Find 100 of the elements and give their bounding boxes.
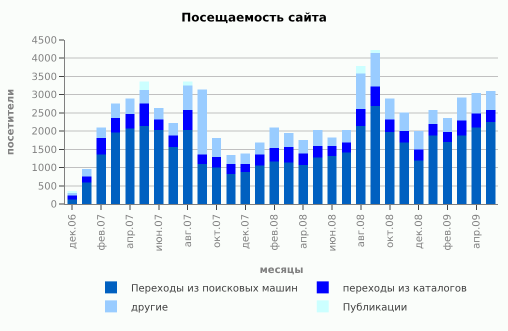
bar [385, 98, 394, 120]
bar [197, 164, 207, 204]
bar [255, 154, 265, 166]
bar [442, 142, 452, 204]
bar [110, 118, 120, 133]
bar [110, 132, 120, 204]
bar [96, 138, 106, 154]
bar [125, 98, 135, 114]
y-tick-label: 4000 [32, 54, 57, 65]
bar [486, 91, 496, 110]
bar [356, 126, 366, 204]
y-tick-label: 4500 [32, 36, 57, 46]
x-tick-label: июн.07 [154, 214, 166, 252]
x-tick-label: июн.08 [327, 214, 338, 252]
bar [197, 89, 207, 154]
bar [428, 135, 438, 204]
legend-label: другие [131, 302, 168, 314]
x-tick-label: окт.08 [385, 214, 396, 248]
bar [270, 161, 279, 204]
bar [312, 146, 322, 158]
bar [472, 127, 482, 204]
bar [298, 140, 308, 154]
bar [472, 92, 482, 114]
bar [212, 138, 222, 157]
x-tick-label: авг.08 [356, 214, 368, 248]
bar [110, 104, 120, 118]
bar [342, 142, 352, 152]
x-tick-label: фев.09 [442, 214, 454, 250]
y-tick-label: 2000 [32, 126, 57, 138]
bar [312, 130, 322, 146]
bar [168, 123, 178, 136]
x-tick-label: фев.08 [270, 214, 281, 250]
y-tick-label: 2500 [32, 108, 57, 120]
x-tick-label: окт.07 [212, 214, 223, 248]
bar [486, 110, 496, 122]
x-tick-label: дек.07 [240, 214, 252, 250]
bar [414, 150, 424, 160]
bar [428, 110, 438, 124]
x-tick-label: дек.06 [67, 214, 78, 250]
bar [472, 113, 482, 128]
bar [140, 126, 150, 204]
bar [270, 148, 279, 162]
chart-title: Посещаемость сайта [181, 10, 327, 25]
y-tick-label: 500 [38, 181, 57, 192]
bar [457, 120, 467, 136]
y-tick-label: 0 [50, 200, 57, 210]
bar [414, 160, 424, 204]
bar [82, 169, 92, 176]
bar [327, 156, 337, 204]
x-tick-label: апр.07 [125, 214, 136, 249]
bar [96, 127, 106, 138]
bar [284, 147, 294, 162]
bar [82, 182, 92, 204]
bar [125, 128, 135, 204]
bar [182, 110, 192, 130]
bar [125, 114, 135, 128]
bar [255, 166, 265, 204]
y-tick-label: 3000 [32, 90, 57, 102]
bar [385, 132, 394, 204]
bar [399, 112, 409, 132]
bar [312, 158, 322, 204]
bar [226, 174, 236, 204]
bar [370, 52, 380, 87]
bar [356, 108, 366, 126]
bar [140, 104, 150, 126]
y-tick-label: 1500 [32, 144, 57, 156]
bar [385, 120, 394, 132]
y-axis-title: посетители [6, 88, 17, 156]
bar [370, 106, 380, 204]
bar [442, 132, 452, 142]
bar [370, 50, 380, 53]
bar [356, 73, 366, 109]
bar [226, 164, 236, 174]
bar [240, 164, 250, 172]
bar [154, 108, 164, 120]
bar [428, 124, 438, 136]
bar [240, 172, 250, 204]
x-tick-label: апр.08 [298, 214, 310, 249]
bar [212, 168, 222, 204]
bar [96, 154, 106, 204]
bar [168, 147, 178, 204]
bar [182, 86, 192, 110]
y-tick-label: 1000 [32, 163, 57, 174]
bar [399, 142, 409, 204]
x-tick-label: апр.09 [472, 214, 483, 249]
bar [68, 199, 77, 204]
bar [342, 130, 352, 143]
bar [327, 146, 337, 156]
bar [226, 155, 236, 164]
bar [197, 154, 207, 164]
x-tick-label: фев.07 [96, 214, 108, 250]
x-tick-label: авг.07 [182, 214, 194, 248]
y-tick-label: 3500 [32, 72, 57, 83]
bar [342, 152, 352, 204]
bar [327, 137, 337, 146]
bar [284, 132, 294, 148]
legend-label: Переходы из поисковых машин [131, 283, 298, 294]
bar [298, 153, 308, 165]
bar [414, 131, 424, 150]
x-axis-title: месяцы [260, 264, 304, 276]
